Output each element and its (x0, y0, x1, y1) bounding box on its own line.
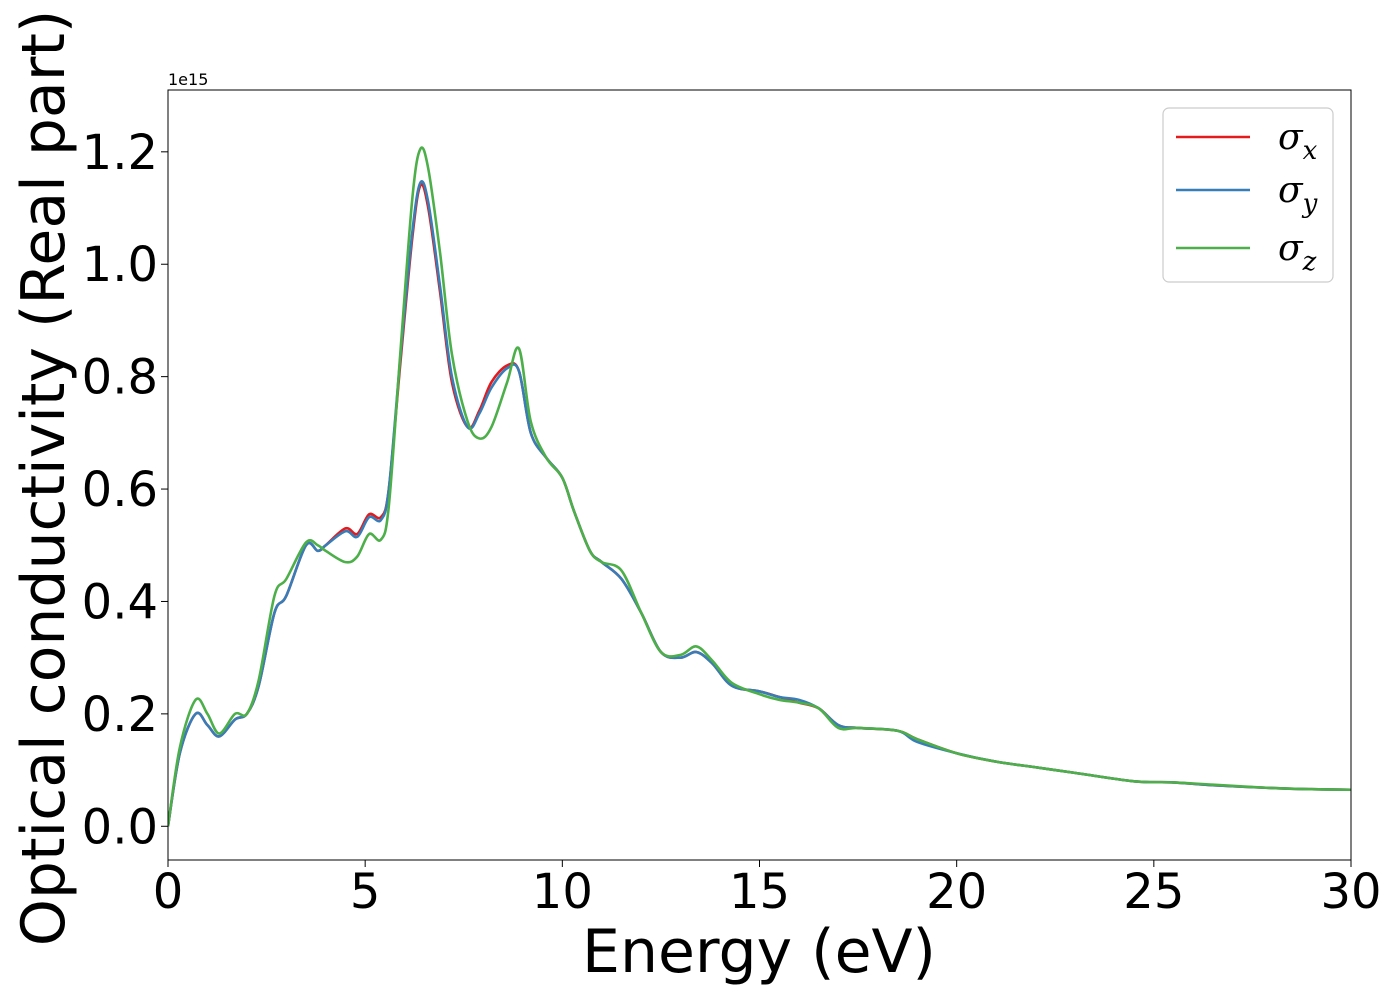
y-axis-label: Optical conductivity (Real part) (9, 10, 79, 947)
x-tick-label: 20 (926, 864, 987, 920)
series-line-y (168, 180, 1351, 827)
x-tick-label: 10 (532, 864, 593, 920)
x-tick-label: 5 (350, 864, 381, 920)
series-line-z (168, 146, 1351, 827)
y-tick-label: 1.0 (82, 237, 158, 293)
legend-label-subscript: z (1302, 247, 1317, 277)
y-tick-label: 0.6 (82, 462, 158, 518)
y-tick-label: 0.0 (82, 799, 158, 855)
x-tick-label: 25 (1123, 864, 1184, 920)
y-tick-label: 0.8 (82, 350, 158, 406)
series-layer (168, 146, 1351, 827)
x-axis: 0 5 10 15 20 25 30 (153, 860, 1382, 920)
y-tick-label: 0.2 (82, 687, 158, 743)
legend-label-subscript: x (1303, 136, 1318, 166)
x-axis-label: Energy (eV) (582, 917, 936, 987)
legend-box (1162, 107, 1334, 283)
legend-label-subscript: y (1302, 189, 1318, 219)
legend-label-y: σy (1278, 170, 1318, 219)
x-tick-label: 30 (1320, 864, 1381, 920)
x-tick-label: 15 (729, 864, 790, 920)
y-tick-label: 1.2 (82, 125, 158, 181)
legend-label-symbol: σ (1278, 117, 1304, 158)
y-axis: 0.0 0.2 0.4 0.6 0.8 1.0 1.2 (82, 125, 168, 855)
y-offset-label: 1e15 (168, 70, 208, 89)
legend-label-z: σz (1278, 228, 1317, 277)
y-tick-label: 0.4 (82, 574, 158, 630)
legend-label-symbol: σ (1278, 228, 1304, 269)
x-tick-label: 0 (153, 864, 184, 920)
legend-label-x: σx (1278, 117, 1318, 166)
legend-label-symbol: σ (1278, 170, 1304, 211)
